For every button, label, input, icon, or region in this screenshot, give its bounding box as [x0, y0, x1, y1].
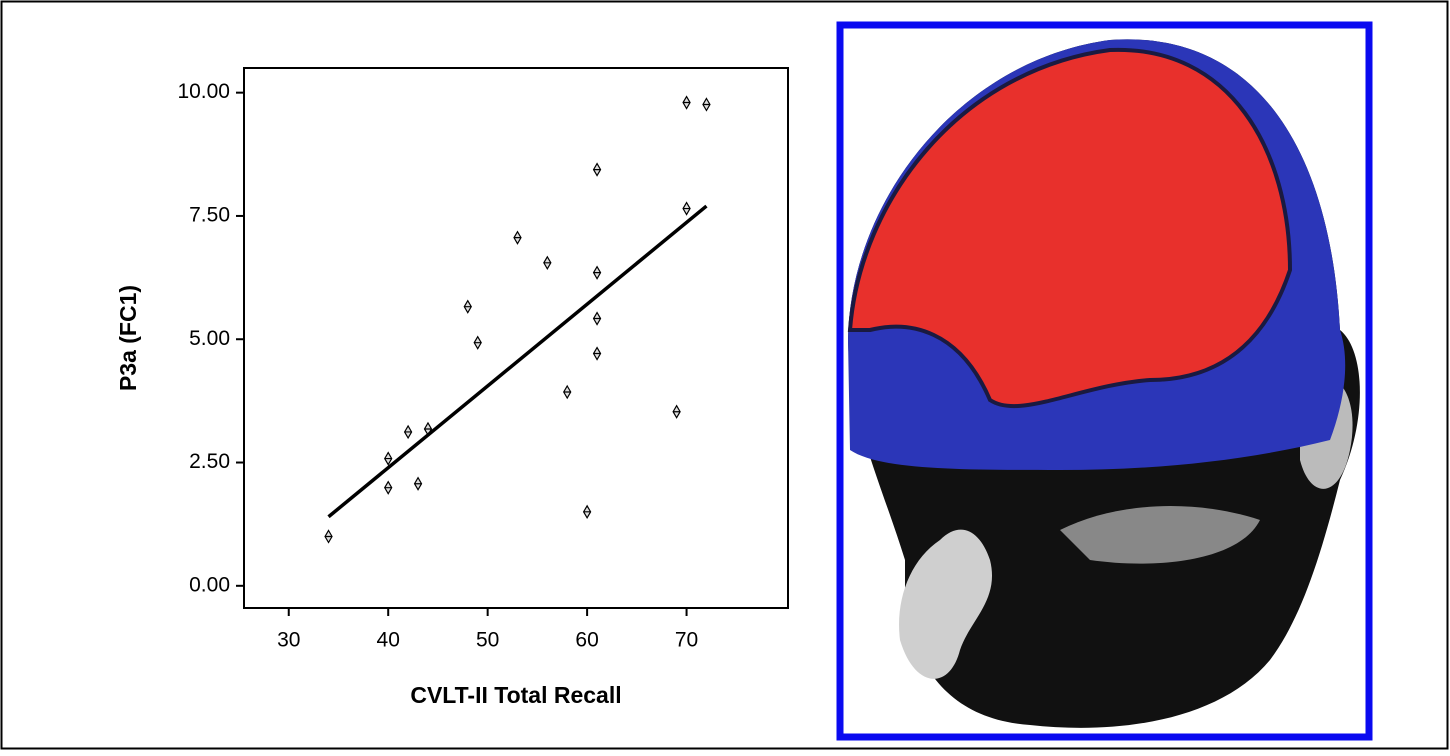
- data-point: [413, 476, 423, 491]
- data-point: [384, 480, 393, 495]
- y-tick-label: 10.00: [177, 80, 230, 103]
- x-axis-label: CVLT-II Total Recall: [410, 682, 621, 708]
- regression-line: [327, 204, 708, 519]
- data-point: [513, 230, 522, 245]
- x-tick-label: 40: [377, 629, 400, 652]
- data-point: [672, 404, 681, 419]
- y-tick-label: 5.00: [189, 327, 230, 350]
- scatter-plot: CVLT-II Total Recall P3a (FC1) 0.00 2.50 5…: [115, 67, 789, 708]
- y-tick-label: 7.50: [189, 203, 230, 226]
- data-point: [324, 529, 333, 544]
- face-highlight: [899, 529, 993, 679]
- data-point: [473, 335, 482, 350]
- data-point: [582, 504, 592, 520]
- y-tick-label: 0.00: [189, 573, 230, 596]
- data-point: [682, 201, 691, 216]
- y-axis-label: P3a (FC1): [115, 285, 141, 391]
- x-tick-label: 30: [277, 629, 300, 652]
- data-point: [543, 255, 552, 270]
- x-tick-label: 60: [575, 629, 598, 652]
- y-tick-label: 2.50: [189, 450, 230, 473]
- data-point: [592, 265, 602, 280]
- data-point: [592, 346, 602, 361]
- data-point: [384, 451, 393, 466]
- red-region: [847, 47, 1293, 409]
- data-point: [682, 95, 691, 110]
- data-point: [702, 97, 711, 112]
- data-point: [563, 384, 572, 400]
- x-tick-label: 70: [675, 629, 698, 652]
- plot-frame: [243, 67, 789, 609]
- data-point: [592, 162, 602, 177]
- x-tick-label: 50: [476, 629, 499, 652]
- cheek-highlight: [1060, 506, 1260, 564]
- data-point: [463, 299, 472, 314]
- data-point: [403, 424, 413, 440]
- data-point: [592, 311, 602, 326]
- head-image: [836, 21, 1373, 741]
